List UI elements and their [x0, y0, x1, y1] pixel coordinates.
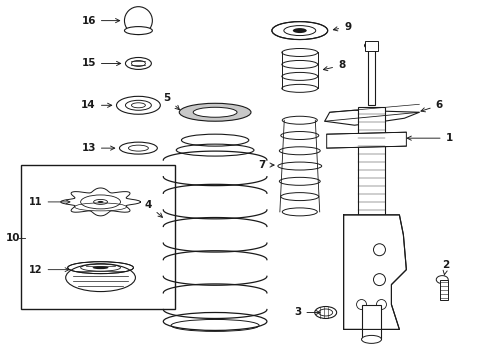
- Ellipse shape: [193, 107, 237, 117]
- Bar: [357, 107, 385, 215]
- Text: 7: 7: [258, 160, 274, 170]
- Bar: [21, 165, 175, 310]
- Text: 3: 3: [294, 307, 319, 318]
- Text: 15: 15: [81, 58, 121, 68]
- Ellipse shape: [435, 276, 447, 284]
- Polygon shape: [324, 110, 419, 125]
- Text: 13: 13: [81, 143, 115, 153]
- Bar: [361, 305, 381, 339]
- Ellipse shape: [125, 100, 151, 110]
- Ellipse shape: [179, 103, 250, 121]
- Polygon shape: [343, 215, 406, 329]
- Text: 6: 6: [420, 100, 442, 112]
- Ellipse shape: [314, 306, 336, 319]
- Text: 2: 2: [442, 260, 449, 275]
- Ellipse shape: [361, 336, 381, 343]
- Ellipse shape: [92, 266, 108, 269]
- Text: 16: 16: [81, 15, 120, 26]
- Text: 10: 10: [6, 233, 20, 243]
- Text: 12: 12: [29, 265, 69, 275]
- Text: 11: 11: [29, 197, 70, 207]
- Bar: [364, 41, 378, 50]
- Text: 14: 14: [81, 100, 111, 110]
- Ellipse shape: [124, 27, 152, 35]
- Ellipse shape: [364, 42, 378, 49]
- Text: 1: 1: [407, 133, 452, 143]
- Text: 5: 5: [163, 93, 179, 110]
- Text: 8: 8: [323, 60, 345, 71]
- Ellipse shape: [67, 262, 133, 274]
- Text: 9: 9: [333, 22, 350, 32]
- Ellipse shape: [128, 145, 148, 151]
- Bar: [367, 45, 375, 105]
- Text: 4: 4: [144, 200, 162, 217]
- Ellipse shape: [271, 22, 327, 40]
- Polygon shape: [326, 132, 406, 148]
- Ellipse shape: [292, 28, 306, 33]
- Ellipse shape: [318, 309, 332, 316]
- Ellipse shape: [98, 201, 103, 203]
- Bar: [439, 280, 447, 300]
